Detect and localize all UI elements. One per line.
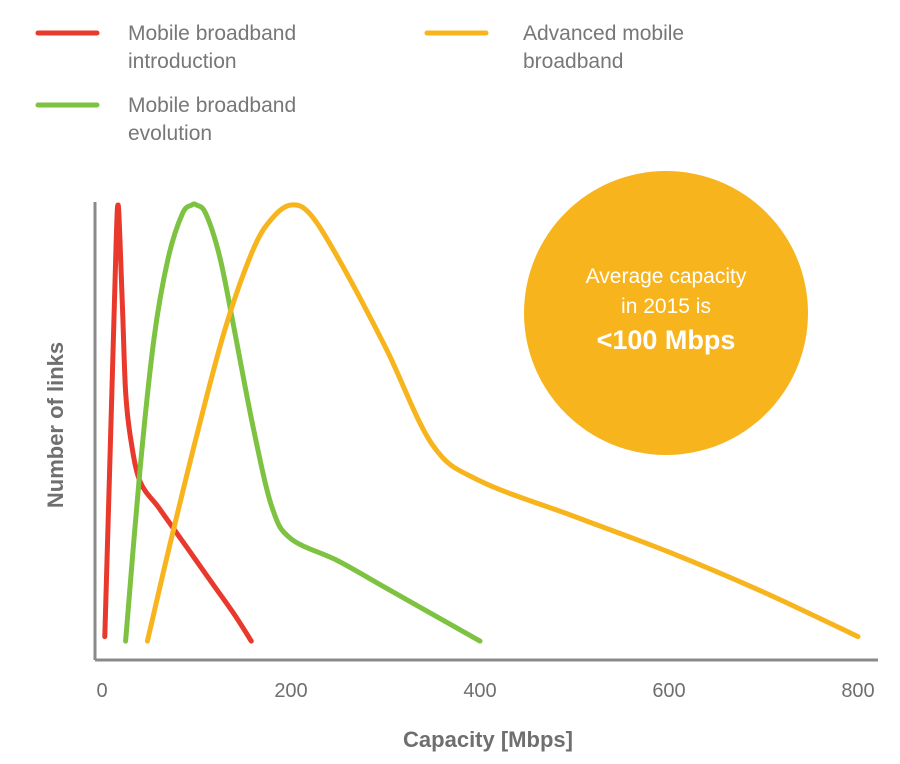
x-tick-label-600: 600 bbox=[652, 680, 685, 702]
x-tick-label-800: 800 bbox=[841, 680, 874, 702]
series-line-advanced bbox=[144, 202, 861, 644]
x-axis-title: Capacity [Mbps] bbox=[403, 727, 573, 752]
series-line-introduction bbox=[102, 202, 254, 644]
legend-label-advanced-line2: broadband bbox=[523, 50, 623, 73]
x-tick-label-200: 200 bbox=[274, 680, 307, 702]
x-tick-label-400: 400 bbox=[463, 680, 496, 702]
callout-line3: <100 Mbps bbox=[597, 325, 736, 355]
legend-label-evolution-line2: evolution bbox=[128, 122, 212, 145]
legend-label-introduction: Mobile broadband introduction bbox=[128, 22, 302, 73]
callout-line2: in 2015 is bbox=[621, 295, 711, 318]
legend-label-introduction-line1: Mobile broadband bbox=[128, 22, 296, 45]
y-axis-title: Number of links bbox=[43, 342, 68, 508]
legend-label-advanced: Advanced mobile broadband bbox=[523, 22, 690, 73]
callout-circle bbox=[524, 171, 808, 455]
x-tick-labels: 0 200 400 600 800 bbox=[96, 680, 874, 702]
legend: Mobile broadband introduction Mobile bro… bbox=[35, 22, 690, 145]
series-line-evolution bbox=[123, 201, 483, 644]
legend-label-advanced-line1: Advanced mobile bbox=[523, 22, 684, 45]
x-tick-label-0: 0 bbox=[96, 680, 107, 702]
axes bbox=[93, 202, 878, 662]
average-capacity-callout: Average capacity in 2015 is <100 Mbps bbox=[524, 171, 808, 455]
callout-line1: Average capacity bbox=[586, 265, 747, 288]
legend-label-evolution: Mobile broadband evolution bbox=[128, 94, 302, 145]
series-layer bbox=[102, 201, 861, 644]
legend-label-introduction-line2: introduction bbox=[128, 50, 237, 73]
legend-label-evolution-line1: Mobile broadband bbox=[128, 94, 296, 117]
